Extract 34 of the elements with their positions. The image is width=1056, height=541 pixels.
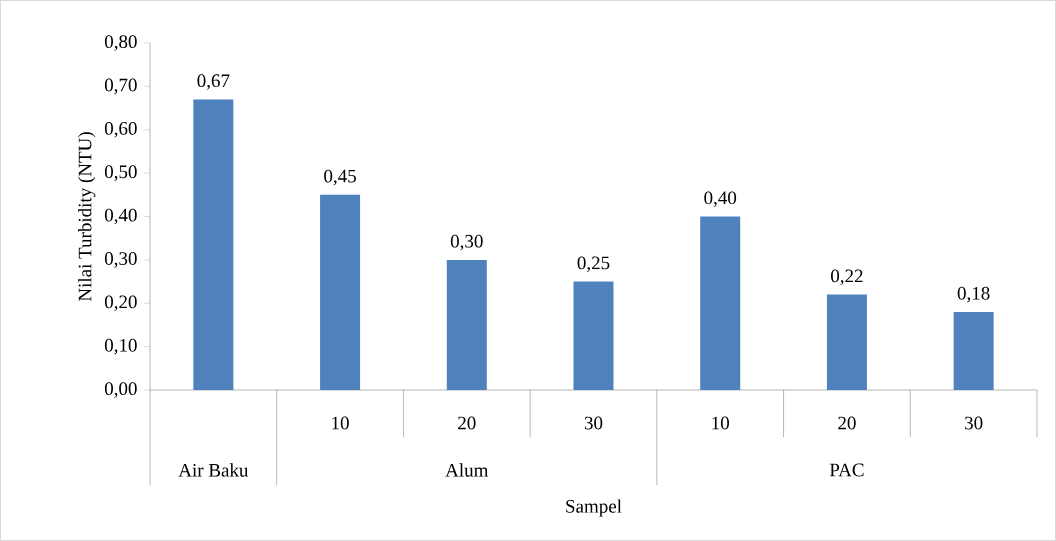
bar [446,259,487,390]
data-label: 0,40 [704,191,737,207]
x-tick-label: 10 [332,416,349,430]
data-label: 0,30 [450,234,483,251]
bar [953,311,994,390]
y-tick-label: 0,00 [104,382,137,398]
y-tick-label: 0,50 [104,165,137,181]
y-tick-label: 0,40 [104,208,137,225]
x-tick-label: 30 [584,416,603,430]
bar [193,99,234,390]
y-tick-label: 0,30 [104,252,137,268]
x-tick-label: 20 [458,416,476,430]
y-tick-label: 0,70 [104,78,137,95]
data-label: 0,45 [324,169,356,186]
y-tick-label: 0,60 [104,121,137,138]
y-tick-label: 0,80 [104,35,137,51]
bar [573,281,614,390]
text: PAC [829,463,864,477]
data-label: 0,22 [831,269,863,286]
text: Air Baku [178,463,249,477]
bar [826,294,867,390]
bar [320,194,361,390]
data-label: 0,25 [577,256,610,273]
x-tick-label: 30 [965,416,983,430]
y-tick-label: 0,20 [104,295,137,312]
data-label: 0,18 [957,286,990,303]
x-axis-title: Sampel [566,499,622,517]
x-tick-label: 10 [712,416,729,430]
data-label: 0,67 [197,74,230,90]
y-axis-title: Nilai Turbidity (NTU) [78,132,96,302]
bar [700,216,741,390]
text: Alum [445,463,489,477]
y-tick-label: 0,10 [104,338,137,355]
x-tick-label: 20 [838,416,856,430]
